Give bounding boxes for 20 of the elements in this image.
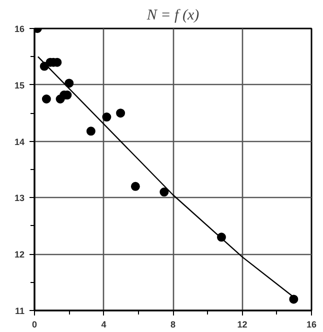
- y-tick-label: 14: [14, 136, 25, 147]
- point: [160, 188, 169, 197]
- y-tick-label: 15: [14, 80, 25, 90]
- x-tick-label: 4: [101, 320, 106, 330]
- y-tick-label: 11: [14, 306, 24, 316]
- point: [102, 112, 112, 122]
- y-tick-label: 16: [14, 24, 25, 34]
- chart-title: N = f (x): [146, 8, 200, 24]
- point: [64, 78, 74, 88]
- point: [289, 294, 298, 304]
- point: [116, 108, 126, 118]
- x-tick-label: 12: [237, 320, 248, 330]
- point: [130, 182, 140, 191]
- x-tick-label: 0: [32, 320, 38, 330]
- y-tick-label: 12: [14, 250, 25, 260]
- x-tick-label: 8: [170, 320, 176, 330]
- point: [86, 126, 96, 136]
- y-tick-label: 13: [14, 193, 25, 204]
- x-tick-label: 16: [306, 320, 317, 330]
- point: [42, 94, 51, 104]
